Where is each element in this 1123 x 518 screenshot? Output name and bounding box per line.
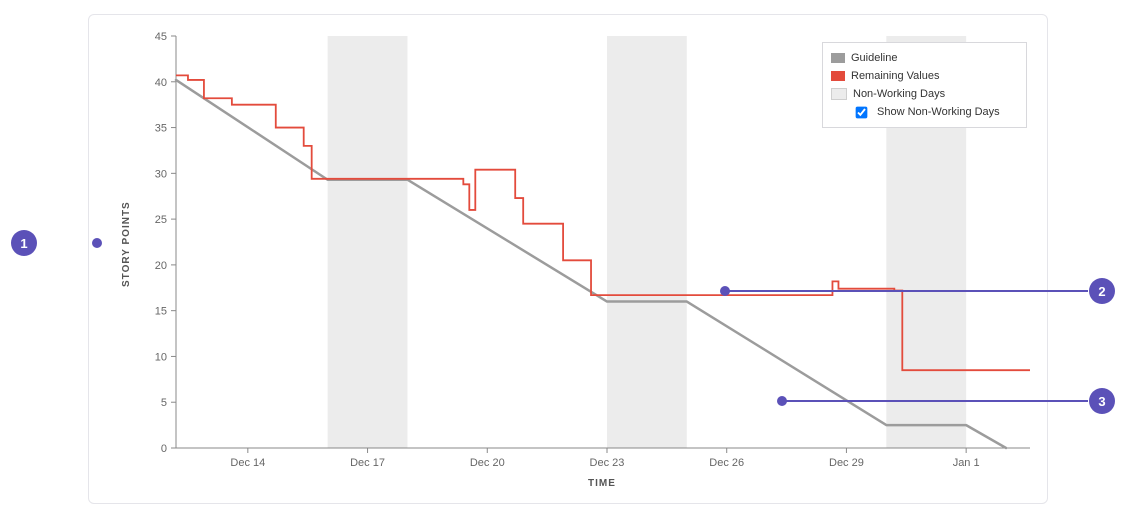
y-tick-label: 40	[155, 77, 167, 89]
legend-row: Remaining Values	[831, 67, 1018, 85]
y-tick-label: 0	[161, 443, 167, 455]
x-axis-label: TIME	[588, 478, 616, 489]
callout-dot-2	[720, 286, 730, 296]
x-tick-label: Dec 23	[590, 457, 625, 469]
callout-dot-3	[777, 396, 787, 406]
callout-dot-1	[92, 238, 102, 248]
callout-badge-2: 2	[1089, 278, 1115, 304]
y-tick-label: 45	[155, 31, 167, 43]
legend-toggle-row: Show Non-Working Days	[831, 103, 1018, 121]
x-tick-label: Jan 1	[953, 457, 980, 469]
callout-badge-1: 1	[11, 230, 37, 256]
callout-number: 1	[20, 236, 27, 251]
x-tick-label: Dec 20	[470, 457, 505, 469]
legend-label: Remaining Values	[851, 70, 939, 82]
callout-number: 2	[1098, 284, 1105, 299]
callout-badge-3: 3	[1089, 388, 1115, 414]
legend-swatch	[831, 88, 847, 100]
legend-label: Guideline	[851, 52, 897, 64]
x-tick-label: Dec 14	[230, 457, 265, 469]
legend-row: Guideline	[831, 49, 1018, 67]
x-tick-label: Dec 26	[709, 457, 744, 469]
y-axis-label: STORY POINTS	[121, 201, 132, 287]
y-tick-label: 25	[155, 214, 167, 226]
y-tick-label: 35	[155, 123, 167, 135]
y-tick-label: 30	[155, 168, 167, 180]
show-non-working-days-checkbox[interactable]	[856, 106, 868, 118]
legend-swatch	[831, 71, 845, 81]
y-tick-label: 10	[155, 351, 167, 363]
legend-label: Non-Working Days	[853, 88, 945, 100]
legend-swatch	[831, 53, 845, 63]
callout-number: 3	[1098, 394, 1105, 409]
non-working-band-0	[328, 36, 408, 448]
legend-row: Non-Working Days	[831, 85, 1018, 103]
x-tick-label: Dec 17	[350, 457, 385, 469]
y-tick-label: 20	[155, 260, 167, 272]
x-tick-label: Dec 29	[829, 457, 864, 469]
y-tick-label: 15	[155, 306, 167, 318]
chart-legend: Guideline Remaining Values Non-Working Day…	[822, 42, 1027, 128]
y-tick-label: 5	[161, 397, 167, 409]
non-working-band-1	[607, 36, 687, 448]
show-non-working-days-label: Show Non-Working Days	[877, 106, 1000, 118]
